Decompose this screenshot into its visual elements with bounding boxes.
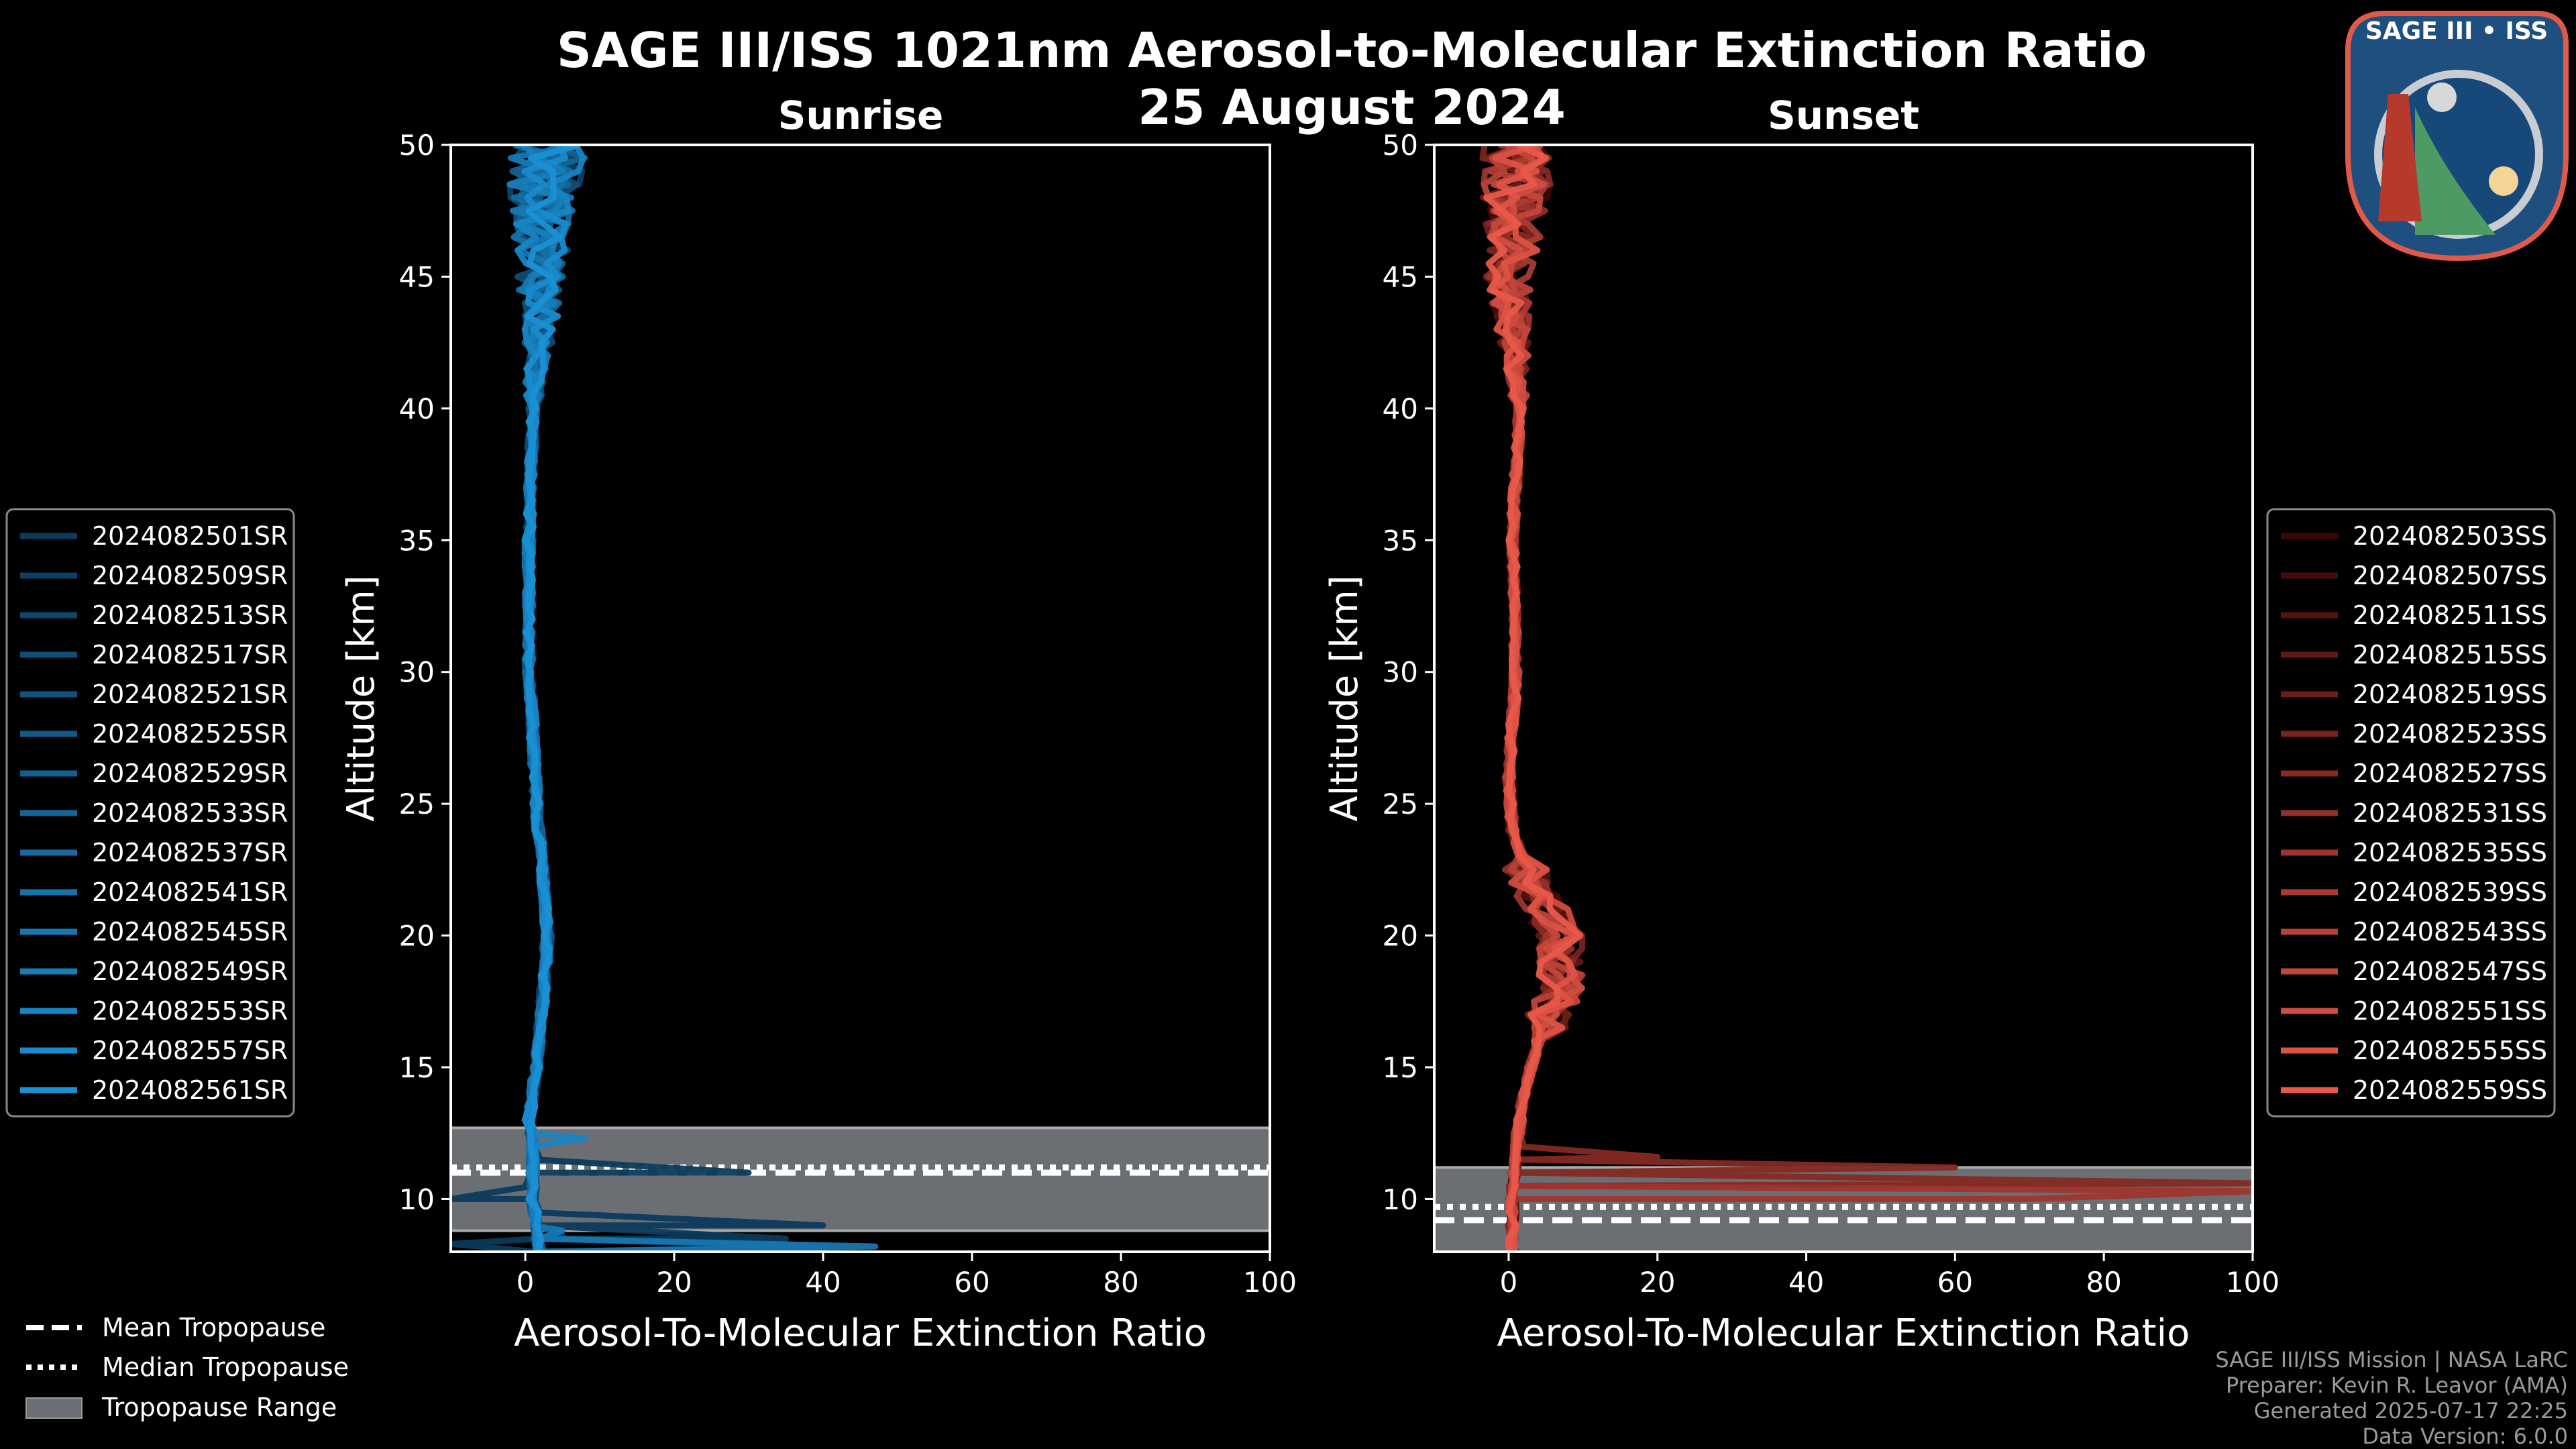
y-tick-label: 40 bbox=[1383, 392, 1418, 425]
legend-label: 2024082549SR bbox=[92, 957, 288, 986]
x-tick-label: 80 bbox=[2086, 1266, 2121, 1299]
sunrise-legend: 2024082501SR 2024082509SR 2024082513SR 2024… bbox=[5, 508, 295, 1118]
panel-title: Sunset bbox=[1768, 93, 1919, 138]
x-tick-label: 100 bbox=[1243, 1266, 1297, 1299]
legend-label: 2024082501SR bbox=[92, 521, 288, 551]
y-axis-label: Altitude [km] bbox=[1323, 575, 1366, 821]
logo-text: SAGE III • ISS bbox=[2365, 17, 2548, 45]
legend-label: 2024082557SR bbox=[92, 1036, 288, 1065]
footer-line: SAGE III/ISS Mission | NASA LaRC bbox=[2215, 1347, 2568, 1373]
y-tick-label: 10 bbox=[1383, 1183, 1418, 1216]
legend-label: Median Tropopause bbox=[102, 1352, 349, 1382]
legend-label: 2024082553SR bbox=[92, 996, 288, 1026]
y-tick-label: 30 bbox=[399, 656, 435, 689]
x-tick-label: 0 bbox=[517, 1266, 535, 1299]
y-tick-label: 20 bbox=[399, 920, 435, 953]
legend-label: 2024082535SS bbox=[2353, 838, 2547, 867]
x-axis-label: Aerosol-To-Molecular Extinction Ratio bbox=[514, 1311, 1207, 1355]
x-tick-label: 20 bbox=[1640, 1266, 1675, 1299]
y-tick-label: 30 bbox=[1383, 656, 1418, 689]
x-tick-label: 20 bbox=[656, 1266, 692, 1299]
legend-box bbox=[2266, 508, 2556, 1118]
legend-label: 2024082539SS bbox=[2353, 877, 2547, 907]
legend-label: Tropopause Range bbox=[101, 1393, 337, 1422]
y-tick-label: 20 bbox=[1383, 920, 1418, 953]
legend-box bbox=[5, 508, 295, 1118]
profile-line-2024082561SR bbox=[523, 145, 581, 1252]
legend-label: 2024082555SS bbox=[2353, 1036, 2547, 1065]
footer-line: Data Version: 6.0.0 bbox=[2362, 1424, 2568, 1449]
axes-frame bbox=[1433, 144, 2254, 1253]
legend-label: 2024082503SS bbox=[2353, 521, 2547, 551]
footer-line: Preparer: Kevin R. Leavor (AMA) bbox=[2226, 1373, 2568, 1398]
y-tick-label: 15 bbox=[399, 1051, 435, 1084]
legend-label: 2024082527SS bbox=[2353, 759, 2547, 788]
x-axis-label: Aerosol-To-Molecular Extinction Ratio bbox=[1497, 1311, 2190, 1355]
plot-area bbox=[451, 145, 1270, 1252]
legend-label: 2024082519SS bbox=[2353, 680, 2547, 709]
legend-label: 2024082533SR bbox=[92, 798, 288, 828]
sunset-legend: 2024082503SS 2024082507SS 2024082511SS 2024… bbox=[2266, 508, 2556, 1118]
y-tick-label: 10 bbox=[399, 1183, 435, 1216]
legend-label: 2024082507SS bbox=[2353, 561, 2547, 590]
legend-label: 2024082513SR bbox=[92, 600, 288, 630]
legend-label: 2024082525SR bbox=[92, 719, 288, 749]
sunrise-panel: 0 20 40 60 80 100 10 15 20 25 30 35 40 45 50 Aerosol-To… bbox=[5, 93, 1297, 1355]
footer-credits: SAGE III/ISS Mission | NASA LaRC Prepare… bbox=[2215, 1347, 2568, 1449]
profile-line-2024082559SS bbox=[1483, 145, 1584, 1252]
legend-label: 2024082541SR bbox=[92, 877, 288, 907]
y-tick-label: 15 bbox=[1383, 1051, 1418, 1084]
y-axis-label: Altitude [km] bbox=[339, 575, 383, 821]
footer-line: Generated 2025-07-17 22:25 bbox=[2254, 1398, 2568, 1424]
legend-label: 2024082517SR bbox=[92, 640, 288, 669]
legend-label: 2024082545SR bbox=[92, 917, 288, 947]
plot-area bbox=[1434, 145, 2253, 1252]
legend-label: 2024082509SR bbox=[92, 561, 288, 590]
x-tick-label: 40 bbox=[805, 1266, 841, 1299]
sunset-panel: 0 20 40 60 80 100 10 15 20 25 30 35 40 45 50 Aerosol-To… bbox=[1323, 93, 2556, 1355]
sage-iii-iss-logo: SAGE III • ISS bbox=[2345, 11, 2569, 262]
legend-label: 2024082531SS bbox=[2353, 798, 2547, 828]
y-tick-label: 35 bbox=[1383, 524, 1418, 557]
x-tick-label: 0 bbox=[1500, 1266, 1518, 1299]
legend-label: 2024082561SR bbox=[92, 1075, 288, 1105]
x-tick-label: 40 bbox=[1788, 1266, 1824, 1299]
x-tick-label: 60 bbox=[1937, 1266, 1973, 1299]
tropopause-legend: Mean Tropopause Median Tropopause Tropop… bbox=[25, 1313, 349, 1422]
y-tick-label: 35 bbox=[399, 524, 435, 557]
chart-date: 25 August 2024 bbox=[1138, 79, 1566, 136]
y-tick-label: 50 bbox=[399, 129, 435, 162]
legend-label: 2024082559SS bbox=[2353, 1075, 2547, 1105]
x-tick-label: 60 bbox=[954, 1266, 989, 1299]
legend-label: 2024082523SS bbox=[2353, 719, 2547, 749]
y-tick-label: 45 bbox=[1383, 260, 1418, 293]
legend-label: 2024082551SS bbox=[2353, 996, 2547, 1026]
legend-label: 2024082529SR bbox=[92, 759, 288, 788]
legend-label: 2024082515SS bbox=[2353, 640, 2547, 669]
legend-label: 2024082537SR bbox=[92, 838, 288, 867]
panel-title: Sunrise bbox=[778, 93, 944, 138]
x-tick-label: 80 bbox=[1103, 1266, 1138, 1299]
legend-label: 2024082547SS bbox=[2353, 957, 2547, 986]
y-tick-label: 40 bbox=[399, 392, 435, 425]
x-tick-label: 100 bbox=[2226, 1266, 2279, 1299]
y-tick-label: 50 bbox=[1383, 129, 1418, 162]
y-tick-label: 25 bbox=[1383, 788, 1418, 820]
legend-label: 2024082521SR bbox=[92, 680, 288, 709]
chart-title: SAGE III/ISS 1021nm Aerosol-to-Molecular… bbox=[557, 22, 2147, 78]
legend-label: 2024082543SS bbox=[2353, 917, 2547, 947]
y-tick-label: 45 bbox=[399, 260, 435, 293]
y-tick-label: 25 bbox=[399, 788, 435, 820]
legend-label: 2024082511SS bbox=[2353, 600, 2547, 630]
axes-frame bbox=[449, 144, 1271, 1253]
legend-label: Mean Tropopause bbox=[102, 1313, 325, 1342]
profile-line-2024082555SS bbox=[1491, 145, 1580, 1252]
tropopause-range-swatch bbox=[25, 1397, 83, 1419]
